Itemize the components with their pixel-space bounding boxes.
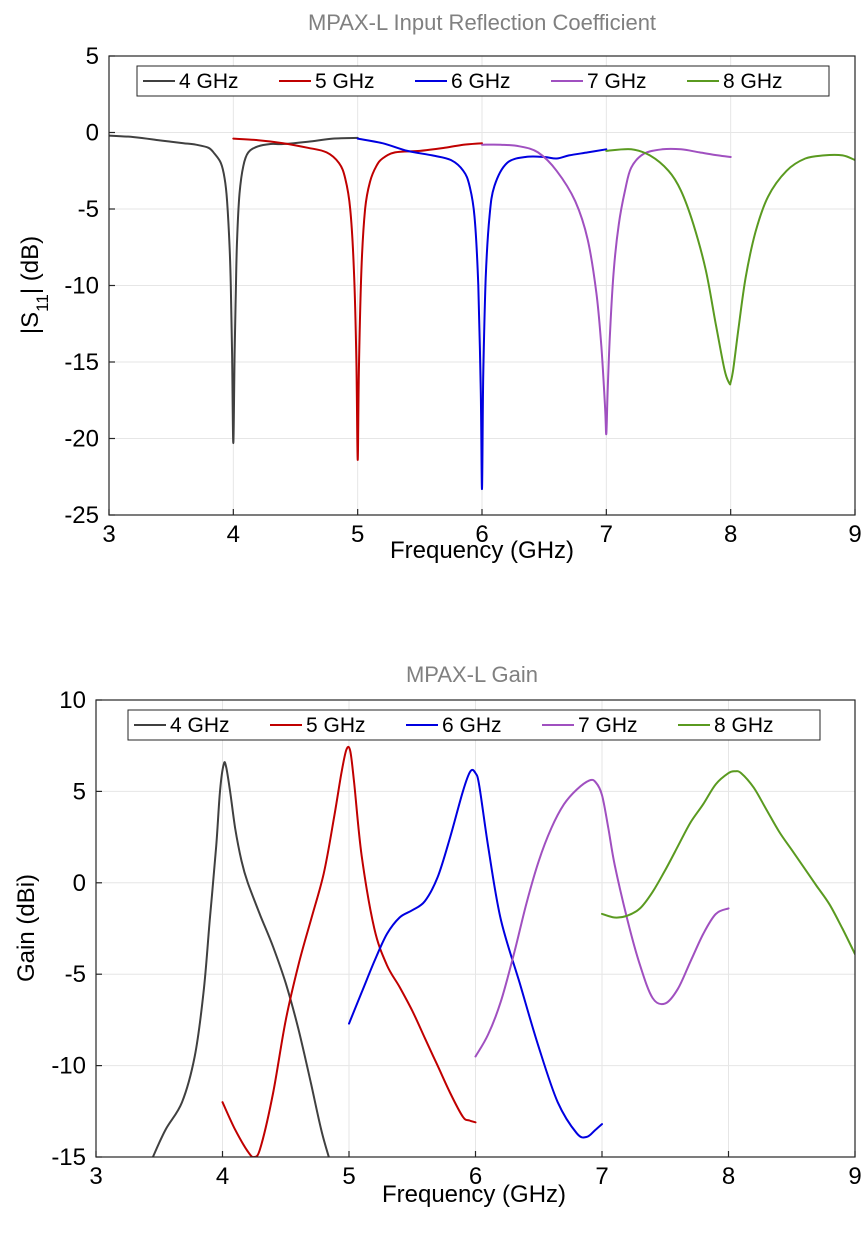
s11-legend: 4 GHz 5 GHz 6 GHz 7 GHz 8 GHz bbox=[136, 65, 830, 97]
s11-x-tick-label: 5 bbox=[351, 521, 364, 548]
gain-x-tick-label: 4 bbox=[216, 1163, 229, 1190]
gain-chart-title: MPAX-L Gain bbox=[406, 662, 538, 687]
s11-y-tick-label: 0 bbox=[86, 120, 99, 147]
s11-x-tick-label: 4 bbox=[227, 521, 240, 548]
gain-y-tick-label: -5 bbox=[65, 961, 86, 988]
gain-x-axis-label: Frequency (GHz) bbox=[382, 1181, 566, 1208]
s11-y-tick-label: -20 bbox=[64, 426, 99, 453]
gain-x-tick-label: 6 bbox=[469, 1163, 482, 1190]
s11-x-tick-label: 6 bbox=[475, 521, 488, 548]
s11-legend-label-5-ghz: 5 GHz bbox=[315, 70, 375, 93]
gain-chart: MPAX-L Gain 3 4 5 6 7 8 9 10 5 0 -5 -10 -15 Frequenc… bbox=[13, 662, 862, 1208]
gain-series-7-ghz bbox=[474, 778, 730, 1058]
gain-y-axis-label: Gain (dBi) bbox=[13, 874, 40, 982]
s11-y-label-sub: 11 bbox=[33, 294, 52, 312]
s11-series-6-ghz bbox=[356, 137, 608, 491]
gain-x-tick-label: 8 bbox=[722, 1163, 735, 1190]
gain-x-tick-label: 5 bbox=[342, 1163, 355, 1190]
s11-chart: MPAX-L Input Reflection Coefficient 3 4 5 6… bbox=[17, 10, 862, 564]
gain-legend-label-7-ghz: 7 GHz bbox=[578, 714, 638, 737]
gain-legend-label-6-ghz: 6 GHz bbox=[442, 714, 502, 737]
s11-x-tick-label: 9 bbox=[848, 521, 861, 548]
s11-series-5-ghz bbox=[232, 137, 483, 461]
s11-y-tick-label: -15 bbox=[64, 349, 99, 376]
s11-legend-label-7-ghz: 7 GHz bbox=[587, 70, 647, 93]
gain-x-tick-label: 9 bbox=[848, 1163, 861, 1190]
gain-x-tick-label: 7 bbox=[595, 1163, 608, 1190]
gain-legend-label-8-ghz: 8 GHz bbox=[714, 714, 774, 737]
s11-y-label-pre: |S bbox=[17, 312, 44, 334]
gain-series-5-ghz bbox=[221, 745, 477, 1157]
gain-x-tick-label: 3 bbox=[89, 1163, 102, 1190]
s11-series-7-ghz bbox=[481, 143, 732, 436]
gain-series-4-ghz bbox=[151, 761, 330, 1157]
gain-y-tick-label: 10 bbox=[59, 687, 86, 714]
s11-y-label-post: | (dB) bbox=[17, 236, 44, 294]
s11-series-4-ghz bbox=[109, 134, 359, 445]
gain-legend-label-5-ghz: 5 GHz bbox=[306, 714, 366, 737]
s11-x-tick-label: 3 bbox=[102, 521, 115, 548]
s11-y-tick-label: -10 bbox=[64, 273, 99, 300]
s11-legend-label-6-ghz: 6 GHz bbox=[451, 70, 511, 93]
s11-x-tick-label: 7 bbox=[600, 521, 613, 548]
gain-legend: 4 GHz 5 GHz 6 GHz 7 GHz 8 GHz bbox=[127, 709, 821, 741]
gain-series-6-ghz bbox=[348, 768, 603, 1139]
s11-x-axis-label: Frequency (GHz) bbox=[390, 537, 574, 564]
gain-legend-label-4-ghz: 4 GHz bbox=[170, 714, 230, 737]
s11-y-tick-label: -5 bbox=[78, 196, 99, 223]
gain-y-tick-label: -10 bbox=[51, 1053, 86, 1080]
gain-y-tick-label: 5 bbox=[73, 778, 86, 805]
s11-chart-title: MPAX-L Input Reflection Coefficient bbox=[308, 10, 656, 35]
s11-series-8-ghz bbox=[605, 148, 855, 386]
s11-y-axis-label: |S11| (dB) bbox=[17, 236, 52, 334]
gain-y-tick-label: -15 bbox=[51, 1144, 86, 1171]
s11-x-tick-label: 8 bbox=[724, 521, 737, 548]
s11-legend-label-8-ghz: 8 GHz bbox=[723, 70, 783, 93]
gain-series-8-ghz bbox=[601, 770, 855, 956]
s11-y-tick-label: -25 bbox=[64, 502, 99, 529]
s11-legend-label-4-ghz: 4 GHz bbox=[179, 70, 239, 93]
s11-y-tick-label: 5 bbox=[86, 43, 99, 70]
gain-y-tick-label: 0 bbox=[73, 870, 86, 897]
